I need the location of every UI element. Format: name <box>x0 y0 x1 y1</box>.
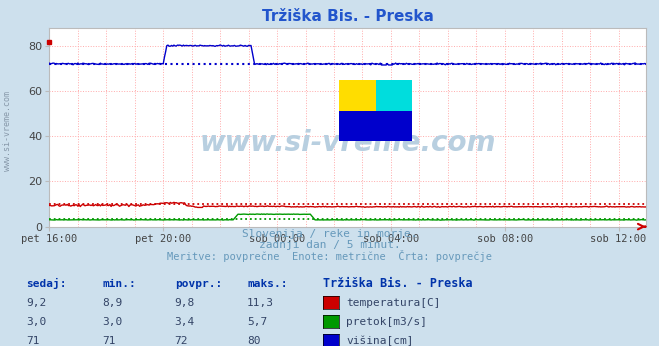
Text: Slovenija / reke in morje.: Slovenija / reke in morje. <box>242 229 417 239</box>
Text: povpr.:: povpr.: <box>175 279 222 289</box>
Text: Tržiška Bis. - Preska: Tržiška Bis. - Preska <box>323 277 473 290</box>
Text: min.:: min.: <box>102 279 136 289</box>
Text: www.si-vreme.com: www.si-vreme.com <box>3 91 13 172</box>
Text: zadnji dan / 5 minut.: zadnji dan / 5 minut. <box>258 240 401 251</box>
Text: 3,4: 3,4 <box>175 317 195 327</box>
Text: 3,0: 3,0 <box>102 317 123 327</box>
Text: pretok[m3/s]: pretok[m3/s] <box>346 317 427 327</box>
Text: maks.:: maks.: <box>247 279 287 289</box>
Text: 5,7: 5,7 <box>247 317 268 327</box>
Text: 11,3: 11,3 <box>247 298 274 308</box>
Text: 80: 80 <box>247 336 260 346</box>
Title: Tržiška Bis. - Preska: Tržiška Bis. - Preska <box>262 9 434 24</box>
Text: 72: 72 <box>175 336 188 346</box>
Text: sedaj:: sedaj: <box>26 278 67 289</box>
Text: temperatura[C]: temperatura[C] <box>346 298 440 308</box>
Text: 9,8: 9,8 <box>175 298 195 308</box>
Text: 9,2: 9,2 <box>26 298 47 308</box>
Text: www.si-vreme.com: www.si-vreme.com <box>200 129 496 157</box>
Text: 8,9: 8,9 <box>102 298 123 308</box>
Text: 71: 71 <box>102 336 115 346</box>
Text: višina[cm]: višina[cm] <box>346 336 413 346</box>
Text: 3,0: 3,0 <box>26 317 47 327</box>
Text: 71: 71 <box>26 336 40 346</box>
Text: Meritve: povprečne  Enote: metrične  Črta: povprečje: Meritve: povprečne Enote: metrične Črta:… <box>167 250 492 262</box>
